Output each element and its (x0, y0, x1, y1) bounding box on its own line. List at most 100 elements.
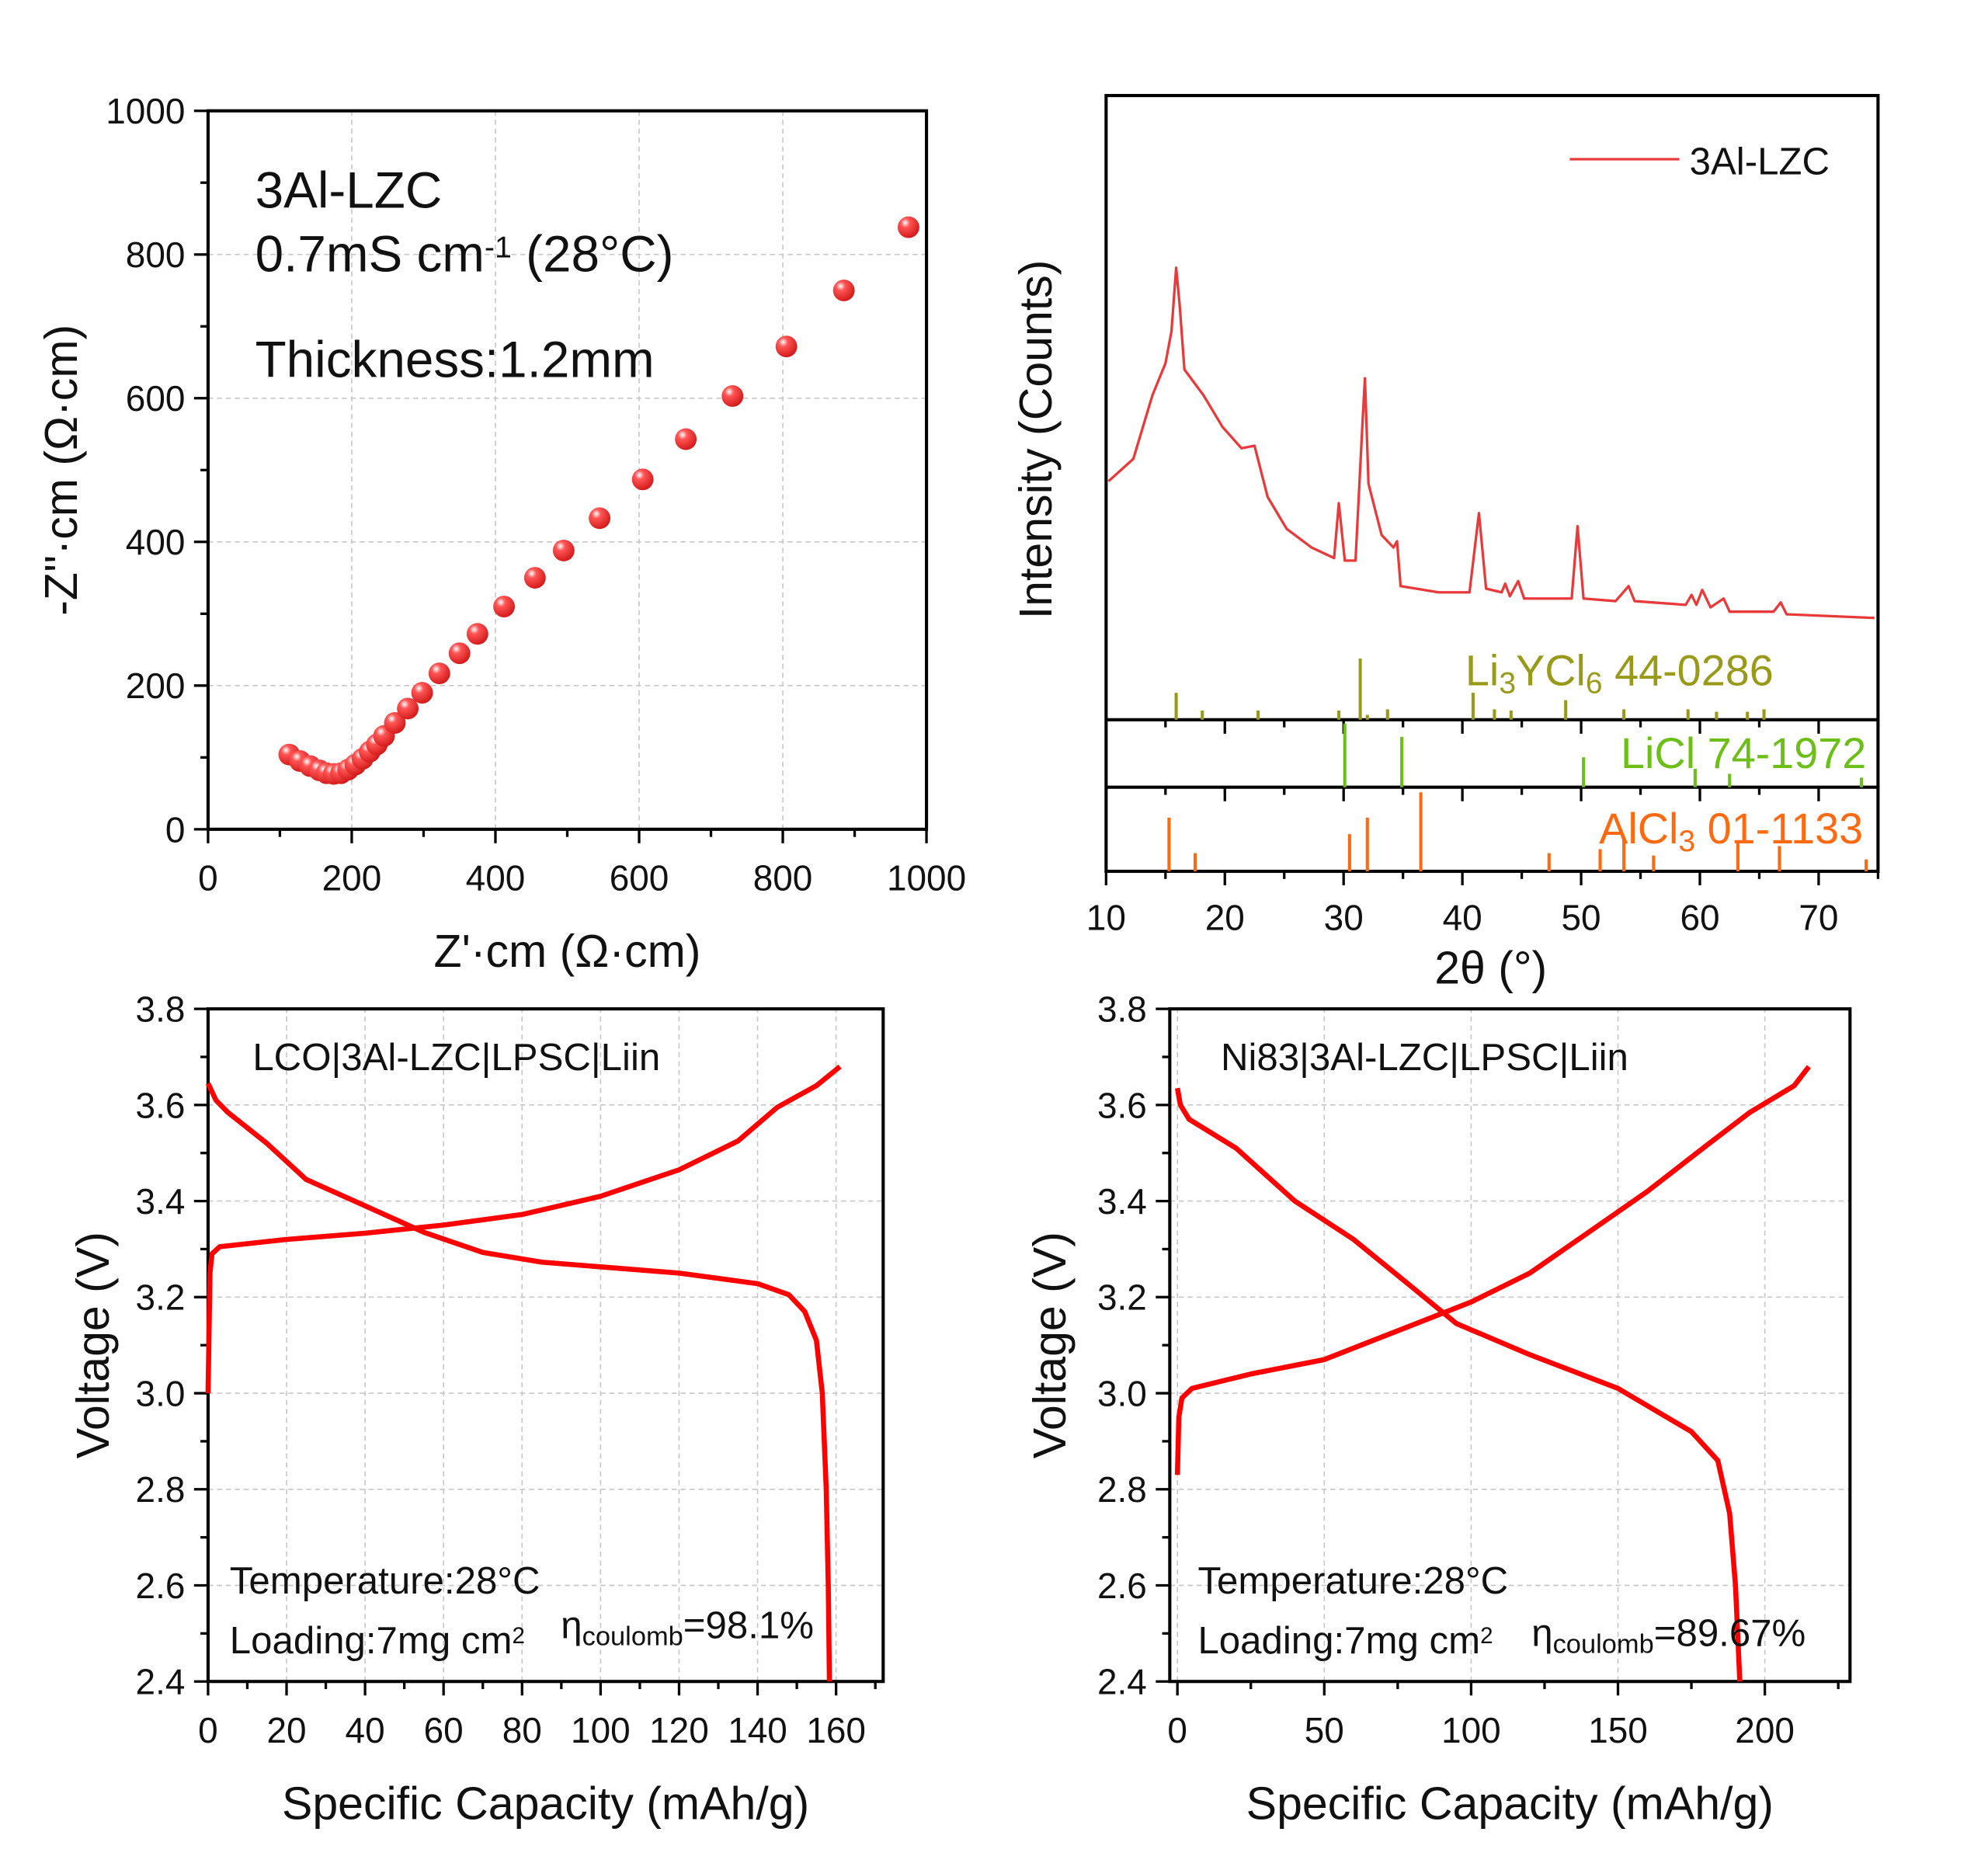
y-tick-label: 3.0 (136, 1373, 186, 1413)
loading-label-part: 2 (1480, 1623, 1493, 1649)
coulombic-efficiency-label-part: =89.67% (1654, 1611, 1806, 1654)
x-tick-label: 0 (198, 858, 218, 899)
conductivity-label-part: -1 (485, 231, 512, 265)
coulombic-efficiency-label-part: η (1531, 1611, 1552, 1654)
y-axis-label: Intensity (Counts) (1010, 260, 1062, 620)
temperature-label: Temperature:28°C (1197, 1559, 1508, 1602)
data-point (428, 662, 450, 685)
xrd-curve (1107, 266, 1875, 620)
loading-label: Loading:7mg cm2 (1197, 1619, 1493, 1662)
y-tick-label: 3.8 (1097, 989, 1147, 1030)
conductivity-label-part: (28°C) (512, 225, 674, 282)
plot-frame (206, 109, 929, 831)
reference-label-part: 44- (1603, 646, 1677, 694)
reference-label: AlCl3 01-1133 (1599, 805, 1863, 858)
reference-label: LiCl 74-1972 (1621, 729, 1866, 777)
x-tick-label: 50 (1562, 897, 1601, 937)
reference-label-part: YCl (1516, 646, 1586, 694)
temperature-label: Temperature:28°C (230, 1559, 540, 1602)
y-tick-label: 3.6 (1097, 1085, 1147, 1125)
y-tick-label: 2.4 (1097, 1662, 1147, 1702)
y-tick-label: 3.8 (136, 989, 186, 1030)
x-tick-label: 0 (1167, 1710, 1187, 1750)
plot-frame (1104, 93, 1880, 874)
loading-label-part: Loading:7mg cm (230, 1619, 513, 1662)
x-axis-label: Specific Capacity (mAh/g) (282, 1778, 809, 1829)
y-tick-label: 200 (126, 666, 186, 706)
conductivity-label-part: 0.7mS cm (255, 225, 485, 282)
y-tick-label: 2.4 (136, 1662, 186, 1702)
x-tick-label: 150 (1588, 1710, 1648, 1750)
x-tick-label: 60 (1680, 897, 1719, 937)
data-point (832, 280, 855, 301)
data-point (552, 539, 575, 561)
x-tick-label: 200 (322, 858, 382, 899)
reference-label-part: LiCl 74-1972 (1621, 729, 1866, 777)
x-tick-label: 100 (571, 1710, 631, 1750)
y-tick-label: 3.0 (1097, 1373, 1147, 1413)
reference-label-part: AlCl (1599, 805, 1678, 853)
y-axis-label: Voltage (V) (68, 1232, 119, 1458)
x-tick-label: 20 (266, 1710, 306, 1750)
y-axis-label: Voltage (V) (1024, 1232, 1076, 1458)
reference-label-part: 3 (1499, 666, 1516, 700)
reference-label: Li3YCl6 44- (1465, 646, 1677, 700)
data-point (589, 507, 611, 530)
loading-label: Loading:7mg cm2 (230, 1619, 525, 1662)
x-tick-label: 80 (502, 1710, 542, 1750)
coulombic-efficiency-label: ηcoulomb=89.67% (1531, 1611, 1806, 1659)
nyquist-plot: 0 200 400 600 800 1000 0 200 400 600 800 1000 Z'·cm … (36, 91, 966, 977)
coulombic-efficiency-label-part: η (561, 1604, 582, 1646)
loading-label-part: Loading:7mg cm (1197, 1619, 1480, 1662)
coulombic-efficiency-label-part: coulomb (1553, 1629, 1654, 1659)
x-axis-label: Z'·cm (Ω·cm) (434, 926, 701, 977)
data-point (448, 642, 471, 665)
charge-curve (1174, 1065, 1811, 1475)
data-point (493, 596, 516, 618)
data-point (397, 697, 419, 720)
x-tick-label: 1000 (887, 858, 966, 899)
discharge-curve (1174, 1087, 1743, 1682)
data-point (411, 682, 433, 704)
sample-label: 3Al-LZC (255, 162, 443, 218)
lco-voltage-plot: 0 20 40 60 80 100 120 140 160 2.4 2.6 2.8 3.0 3.2 3.4 3… (68, 989, 885, 1829)
x-tick-label: 70 (1799, 897, 1838, 937)
y-tick-label: 3.2 (1097, 1277, 1147, 1318)
x-tick-label: 200 (1735, 1710, 1795, 1750)
ni83-voltage-plot: 0 50 100 150 200 2.4 2.6 2.8 3.0 3.2 3.4 3.6 3.8 Spec… (1024, 989, 1852, 1829)
y-tick-label: 400 (126, 522, 186, 562)
x-axis-label: 2θ (°) (1434, 942, 1547, 993)
x-tick-label: 120 (649, 1710, 709, 1750)
x-tick-label: 10 (1086, 897, 1126, 937)
x-tick-label: 30 (1324, 897, 1364, 937)
y-tick-label: 2.6 (136, 1566, 186, 1606)
y-tick-label: 3.6 (136, 1085, 186, 1125)
x-tick-label: 160 (806, 1710, 866, 1750)
y-axis-label: -Z''·cm (Ω·cm) (36, 325, 87, 616)
x-tick-label: 50 (1305, 1710, 1344, 1750)
y-tick-label: 3.2 (136, 1277, 186, 1318)
x-tick-label: 600 (610, 858, 669, 899)
x-axis-label: Specific Capacity (mAh/g) (1246, 1778, 1774, 1829)
y-tick-label: 2.6 (1097, 1566, 1147, 1606)
y-tick-label: 2.8 (136, 1469, 186, 1510)
reference-label-part: Li (1465, 646, 1499, 694)
coulombic-efficiency-label-part: coulomb (582, 1621, 683, 1651)
x-tick-label: 0 (198, 1710, 218, 1750)
x-tick-label: 800 (753, 858, 813, 899)
data-point (897, 216, 919, 238)
x-tick-label: 20 (1205, 897, 1245, 937)
legend-label: 3Al-LZC (1690, 141, 1830, 183)
reference-label-part: 6 (1586, 666, 1603, 700)
cell-config-label: Ni83|3Al-LZC|LPSC|Liin (1221, 1036, 1628, 1079)
cell-config-label: LCO|3Al-LZC|LPSC|Liin (252, 1036, 660, 1079)
x-tick-label: 100 (1441, 1710, 1501, 1750)
coulombic-efficiency-label-part: =98.1% (683, 1604, 814, 1646)
y-tick-label: 0 (165, 809, 186, 850)
x-tick-label: 60 (424, 1710, 464, 1750)
data-point (775, 335, 798, 358)
y-tick-label: 1000 (106, 91, 185, 131)
data-point (721, 385, 744, 407)
